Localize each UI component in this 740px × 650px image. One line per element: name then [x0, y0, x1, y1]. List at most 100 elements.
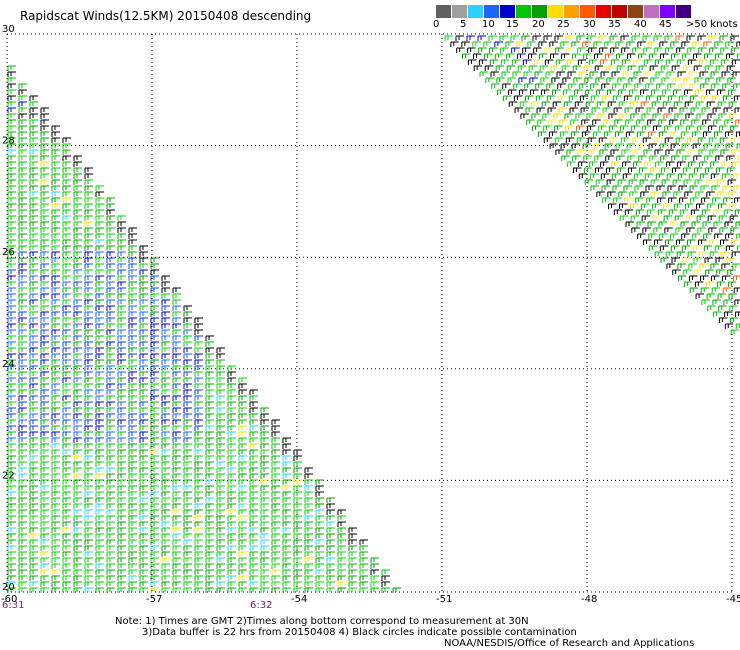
wind-barb — [590, 83, 599, 89]
wind-barb — [172, 401, 181, 407]
wind-barb — [216, 449, 225, 455]
wind-barb — [702, 221, 712, 227]
wind-barb — [282, 521, 291, 527]
wind-barb — [7, 101, 16, 107]
wind-barb — [161, 359, 170, 365]
wind-barb — [62, 197, 71, 203]
wind-barb — [713, 119, 722, 125]
wind-barb — [194, 341, 203, 347]
wind-barb — [7, 455, 16, 461]
wind-barb — [511, 59, 521, 65]
wind-barb — [183, 365, 192, 371]
wind-barb — [732, 263, 740, 269]
wind-barb — [29, 155, 38, 161]
wind-barb — [205, 335, 214, 341]
wind-barb — [717, 89, 726, 95]
wind-barb — [183, 383, 192, 389]
wind-barb — [630, 215, 640, 221]
wind-barb — [18, 131, 27, 137]
wind-barb — [582, 143, 592, 149]
wind-barb — [106, 245, 115, 251]
wind-barb — [216, 587, 225, 593]
wind-barb — [7, 185, 16, 191]
wind-barb — [84, 287, 93, 293]
wind-barb — [729, 317, 739, 323]
wind-barb — [681, 143, 691, 149]
wind-barb — [652, 215, 662, 221]
wind-barb — [29, 179, 38, 185]
wind-barb — [29, 395, 38, 401]
wind-barb — [95, 371, 104, 377]
wind-barb — [95, 281, 104, 287]
wind-barb — [183, 335, 192, 341]
wind-barb — [51, 179, 60, 185]
wind-barb — [139, 377, 148, 383]
wind-barb — [172, 347, 181, 353]
wind-barb — [117, 581, 126, 587]
wind-barb — [84, 179, 93, 185]
wind-barb — [117, 479, 126, 485]
wind-barb — [216, 365, 225, 371]
wind-barb — [701, 209, 711, 215]
wind-barb — [326, 503, 335, 509]
wind-barb — [673, 89, 682, 95]
wind-barb — [561, 65, 571, 71]
wind-barb — [40, 443, 49, 449]
wind-barb — [625, 221, 635, 227]
wind-barb — [95, 419, 104, 425]
wind-barb — [260, 551, 269, 557]
wind-barb — [679, 107, 689, 113]
wind-barb — [260, 575, 269, 581]
wind-barb — [293, 485, 302, 491]
wind-barb — [117, 329, 126, 335]
wind-barb — [18, 185, 27, 191]
wind-barb — [29, 257, 38, 263]
wind-barb — [326, 581, 335, 587]
latitude-tick-label: 20 — [2, 582, 15, 593]
wind-barb — [714, 233, 723, 239]
wind-barb — [161, 407, 170, 413]
wind-barb — [62, 479, 71, 485]
wind-barb — [643, 59, 653, 65]
wind-barb — [139, 323, 148, 329]
wind-barb — [84, 563, 93, 569]
wind-barb — [718, 215, 728, 221]
wind-barb — [260, 521, 269, 527]
wind-barb — [29, 263, 38, 269]
wind-barb — [271, 515, 280, 521]
wind-barb — [227, 413, 236, 419]
wind-barb — [337, 545, 346, 551]
wind-barb — [84, 515, 93, 521]
wind-barb — [62, 359, 71, 365]
wind-barb — [29, 293, 38, 299]
wind-barb — [73, 275, 82, 281]
wind-barb — [18, 293, 27, 299]
wind-barb — [128, 581, 137, 587]
wind-barb — [62, 173, 71, 179]
wind-barb — [227, 569, 236, 575]
wind-barb — [51, 509, 60, 515]
wind-barb — [722, 275, 731, 281]
wind-barb — [271, 491, 280, 497]
wind-barb — [708, 125, 717, 131]
wind-barb — [282, 515, 291, 521]
wind-barb — [564, 113, 573, 119]
wind-barb — [626, 41, 635, 47]
wind-barb — [664, 227, 673, 233]
wind-barb — [29, 209, 38, 215]
wind-barb — [249, 551, 258, 557]
wind-barb — [620, 137, 630, 143]
wind-barb — [616, 167, 626, 173]
wind-barb — [194, 443, 203, 449]
wind-barb — [304, 539, 313, 545]
wind-barb — [689, 185, 698, 191]
wind-barb — [216, 521, 225, 527]
wind-barb — [161, 527, 170, 533]
wind-barb — [40, 497, 49, 503]
wind-barb — [238, 545, 247, 551]
wind-barb — [29, 455, 38, 461]
wind-barb — [51, 185, 60, 191]
wind-barb — [721, 161, 730, 167]
wind-barb — [7, 257, 16, 263]
wind-barb — [205, 455, 214, 461]
